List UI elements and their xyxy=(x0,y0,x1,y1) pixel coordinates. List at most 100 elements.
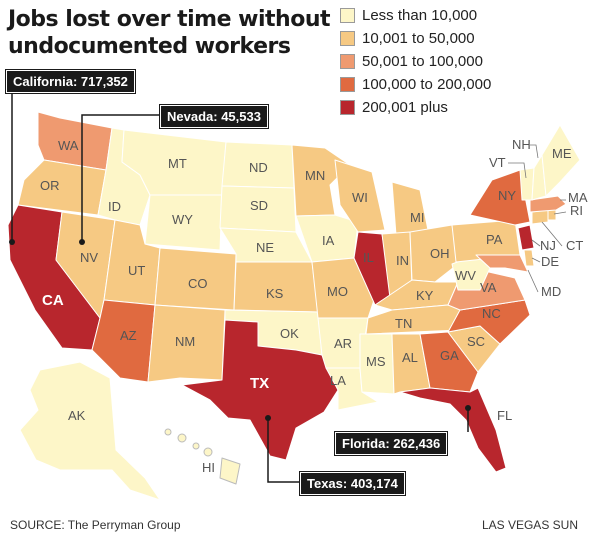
legend-label: Less than 10,000 xyxy=(362,7,478,24)
label-mn: MN xyxy=(305,168,325,183)
label-md: MD xyxy=(541,284,561,299)
label-ny: NY xyxy=(498,188,516,203)
state-md xyxy=(475,254,529,273)
label-ne: NE xyxy=(256,240,274,255)
label-ak: AK xyxy=(68,408,86,423)
state-nm xyxy=(147,304,226,383)
legend-item: 200,001 plus xyxy=(340,96,585,119)
label-mo: MO xyxy=(327,284,348,299)
legend-item: 50,001 to 100,000 xyxy=(340,50,585,73)
california-dot xyxy=(9,239,15,245)
label-me: ME xyxy=(552,146,572,161)
legend-label: 100,000 to 200,000 xyxy=(362,76,492,93)
label-co: CO xyxy=(188,276,208,291)
label-ks: KS xyxy=(266,286,284,301)
state-ia xyxy=(295,214,359,263)
state-me xyxy=(541,124,581,197)
state-tx xyxy=(181,319,339,461)
label-ca: CA xyxy=(42,292,64,309)
title-line-1: Jobs lost over time without xyxy=(8,7,331,32)
label-nm: NM xyxy=(175,334,195,349)
label-ct: CT xyxy=(566,238,583,253)
label-sc: SC xyxy=(467,334,485,349)
label-wy: WY xyxy=(172,212,193,227)
label-wi: WI xyxy=(352,190,368,205)
label-mi: MI xyxy=(410,210,424,225)
label-nv: NV xyxy=(80,250,98,265)
label-hi: HI xyxy=(202,460,215,475)
legend: Less than 10,000 10,001 to 50,000 50,001… xyxy=(340,4,585,119)
source-note: SOURCE: The Perryman Group xyxy=(10,518,181,532)
state-hi xyxy=(164,428,241,485)
legend-label: 10,001 to 50,000 xyxy=(362,30,475,47)
state-wy xyxy=(144,194,223,251)
label-ar: AR xyxy=(334,336,352,351)
label-mt: MT xyxy=(168,156,187,171)
label-ma: MA xyxy=(568,190,588,205)
state-de xyxy=(523,249,535,267)
label-oh: OH xyxy=(430,246,450,261)
label-nd: ND xyxy=(249,160,268,175)
state-ga xyxy=(419,331,479,393)
publisher-credit: LAS VEGAS SUN xyxy=(481,518,578,532)
legend-swatch xyxy=(340,77,355,92)
label-ga: GA xyxy=(440,348,459,363)
state-ma xyxy=(529,195,567,213)
label-ok: OK xyxy=(280,326,299,341)
label-nc: NC xyxy=(482,306,501,321)
texas-callout: Texas: 403,174 xyxy=(299,471,406,496)
texas-leader xyxy=(267,420,300,483)
legend-swatch xyxy=(340,54,355,69)
label-vt: VT xyxy=(489,155,506,170)
legend-swatch xyxy=(340,100,355,115)
label-ut: UT xyxy=(128,263,145,278)
label-ky: KY xyxy=(416,288,434,303)
label-de: DE xyxy=(541,254,559,269)
state-ri xyxy=(547,209,557,221)
label-tx: TX xyxy=(250,375,269,392)
label-va: VA xyxy=(480,280,497,295)
label-id: ID xyxy=(108,199,121,214)
legend-item: Less than 10,000 xyxy=(340,4,585,27)
state-nj xyxy=(517,224,535,251)
state-oh xyxy=(409,224,459,283)
legend-item: 100,000 to 200,000 xyxy=(340,73,585,96)
label-nh: NH xyxy=(512,137,531,152)
state-ms xyxy=(359,333,395,395)
legend-label: 50,001 to 100,000 xyxy=(362,53,483,70)
label-al: AL xyxy=(402,350,418,365)
label-nj: NJ xyxy=(540,238,556,253)
label-sd: SD xyxy=(250,198,268,213)
label-il: IL xyxy=(363,250,374,265)
label-tn: TN xyxy=(395,316,412,331)
label-or: OR xyxy=(40,178,60,193)
legend-item: 10,001 to 50,000 xyxy=(340,27,585,50)
state-fl xyxy=(399,387,507,473)
label-in: IN xyxy=(396,253,409,268)
label-az: AZ xyxy=(120,328,137,343)
title-line-2: undocumented workers xyxy=(8,34,291,59)
state-wi xyxy=(334,159,386,233)
texas-dot xyxy=(265,415,271,421)
label-ms: MS xyxy=(366,354,386,369)
state-mi xyxy=(391,181,429,236)
nevada-callout: Nevada: 45,533 xyxy=(159,104,269,129)
nevada-leader xyxy=(81,114,160,240)
florida-callout: Florida: 262,436 xyxy=(333,431,449,456)
nevada-dot xyxy=(79,239,85,245)
state-ak xyxy=(19,361,161,501)
state-mo xyxy=(311,257,375,319)
label-ri: RI xyxy=(570,203,583,218)
state-or xyxy=(17,159,107,216)
page-title: Jobs lost over time without undocumented… xyxy=(8,6,338,60)
label-fl: FL xyxy=(497,408,512,423)
florida-dot xyxy=(465,405,471,411)
california-callout: California: 717,352 xyxy=(5,69,136,94)
legend-swatch xyxy=(340,31,355,46)
legend-label: 200,001 plus xyxy=(362,99,448,116)
label-ia: IA xyxy=(322,233,335,248)
label-la: LA xyxy=(330,373,346,388)
label-pa: PA xyxy=(486,232,503,247)
label-wv: WV xyxy=(455,268,476,283)
